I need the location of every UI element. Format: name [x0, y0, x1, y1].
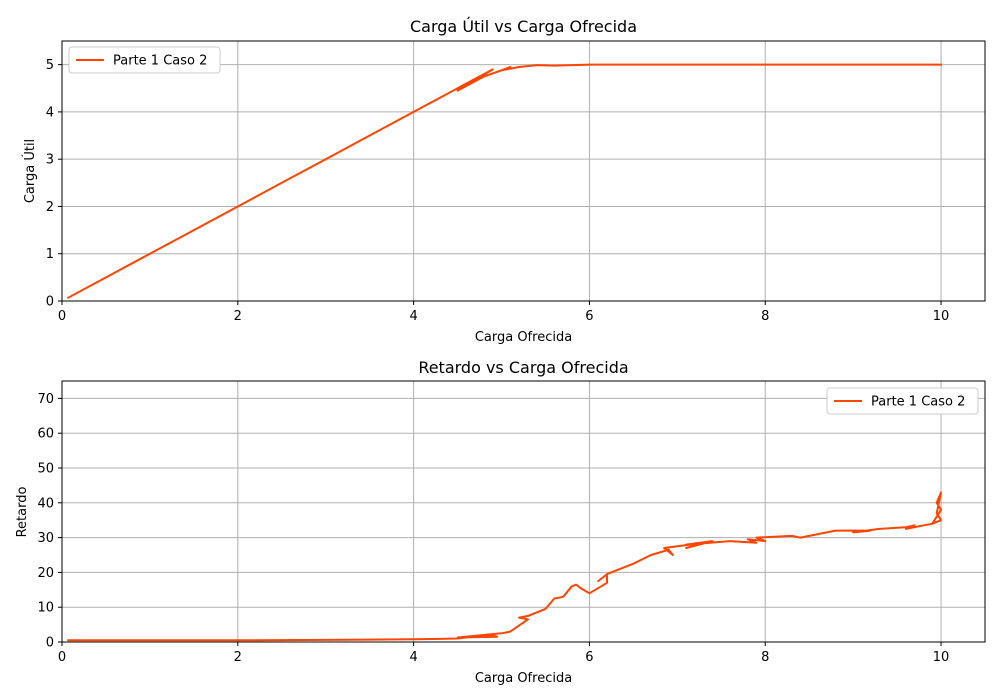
- y-axis-label: Retardo: [15, 487, 30, 538]
- y-tick-label: 2: [46, 200, 54, 215]
- grid: [61, 381, 985, 643]
- chart-title: Retardo vs Carga Ofrecida: [418, 358, 628, 377]
- chart-carga-util: Carga Útil vs Carga Ofrecida 0 2 4 6 8 10 0 1 2 3…: [22, 17, 986, 345]
- x-tick-label: 6: [585, 650, 593, 665]
- x-tick-label: 0: [58, 309, 66, 324]
- legend-box: [826, 387, 979, 415]
- grid: [61, 41, 985, 302]
- x-tick-label: 4: [409, 309, 417, 324]
- legend-label: Parte 1 Caso 2: [871, 395, 965, 410]
- y-tick-label: 4: [46, 105, 54, 120]
- y-tick-label: 20: [37, 566, 54, 581]
- chart-retardo: Retardo vs Carga Ofrecida 0 2 4 6 8 10 0 10 20 30…: [15, 358, 986, 686]
- series-layer: [66, 63, 942, 300]
- y-tick-label: 60: [37, 427, 54, 442]
- y-tick-label: 50: [37, 462, 54, 477]
- ticks: 0 2 4 6 8 10 0 1 2 3 4 5: [46, 58, 950, 324]
- x-axis-label: Carga Ofrecida: [475, 330, 572, 345]
- y-tick-label: 30: [37, 531, 54, 546]
- series-line: [67, 491, 942, 642]
- x-tick-label: 2: [234, 650, 242, 665]
- legend-label: Parte 1 Caso 2: [113, 54, 207, 69]
- y-tick-label: 0: [46, 636, 54, 651]
- y-axis-label: Carga Útil: [22, 139, 38, 203]
- x-tick-label: 10: [933, 650, 950, 665]
- x-axis-label: Carga Ofrecida: [475, 671, 572, 686]
- y-tick-label: 0: [46, 295, 54, 310]
- x-tick-label: 10: [933, 309, 950, 324]
- legend: Parte 1 Caso 2: [68, 46, 221, 74]
- y-tick-label: 70: [37, 392, 54, 407]
- series-line: [66, 63, 942, 300]
- x-tick-label: 8: [761, 650, 769, 665]
- y-tick-label: 10: [37, 601, 54, 616]
- chart-title: Carga Útil vs Carga Ofrecida: [410, 17, 637, 36]
- legend-box: [68, 46, 221, 74]
- ticks: 0 2 4 6 8 10 0 10 20 30 40 50 60 70: [37, 392, 949, 665]
- y-tick-label: 5: [46, 58, 54, 73]
- y-tick-label: 3: [46, 153, 54, 168]
- legend: Parte 1 Caso 2: [826, 387, 979, 415]
- x-tick-label: 2: [234, 309, 242, 324]
- plot-frame: [61, 380, 986, 643]
- x-tick-label: 0: [58, 650, 66, 665]
- y-tick-label: 1: [46, 247, 54, 262]
- x-tick-label: 4: [409, 650, 417, 665]
- y-tick-label: 40: [37, 496, 54, 511]
- plot-frame: [61, 40, 986, 302]
- series-layer: [67, 491, 942, 642]
- x-tick-label: 8: [761, 309, 769, 324]
- x-tick-label: 6: [585, 309, 593, 324]
